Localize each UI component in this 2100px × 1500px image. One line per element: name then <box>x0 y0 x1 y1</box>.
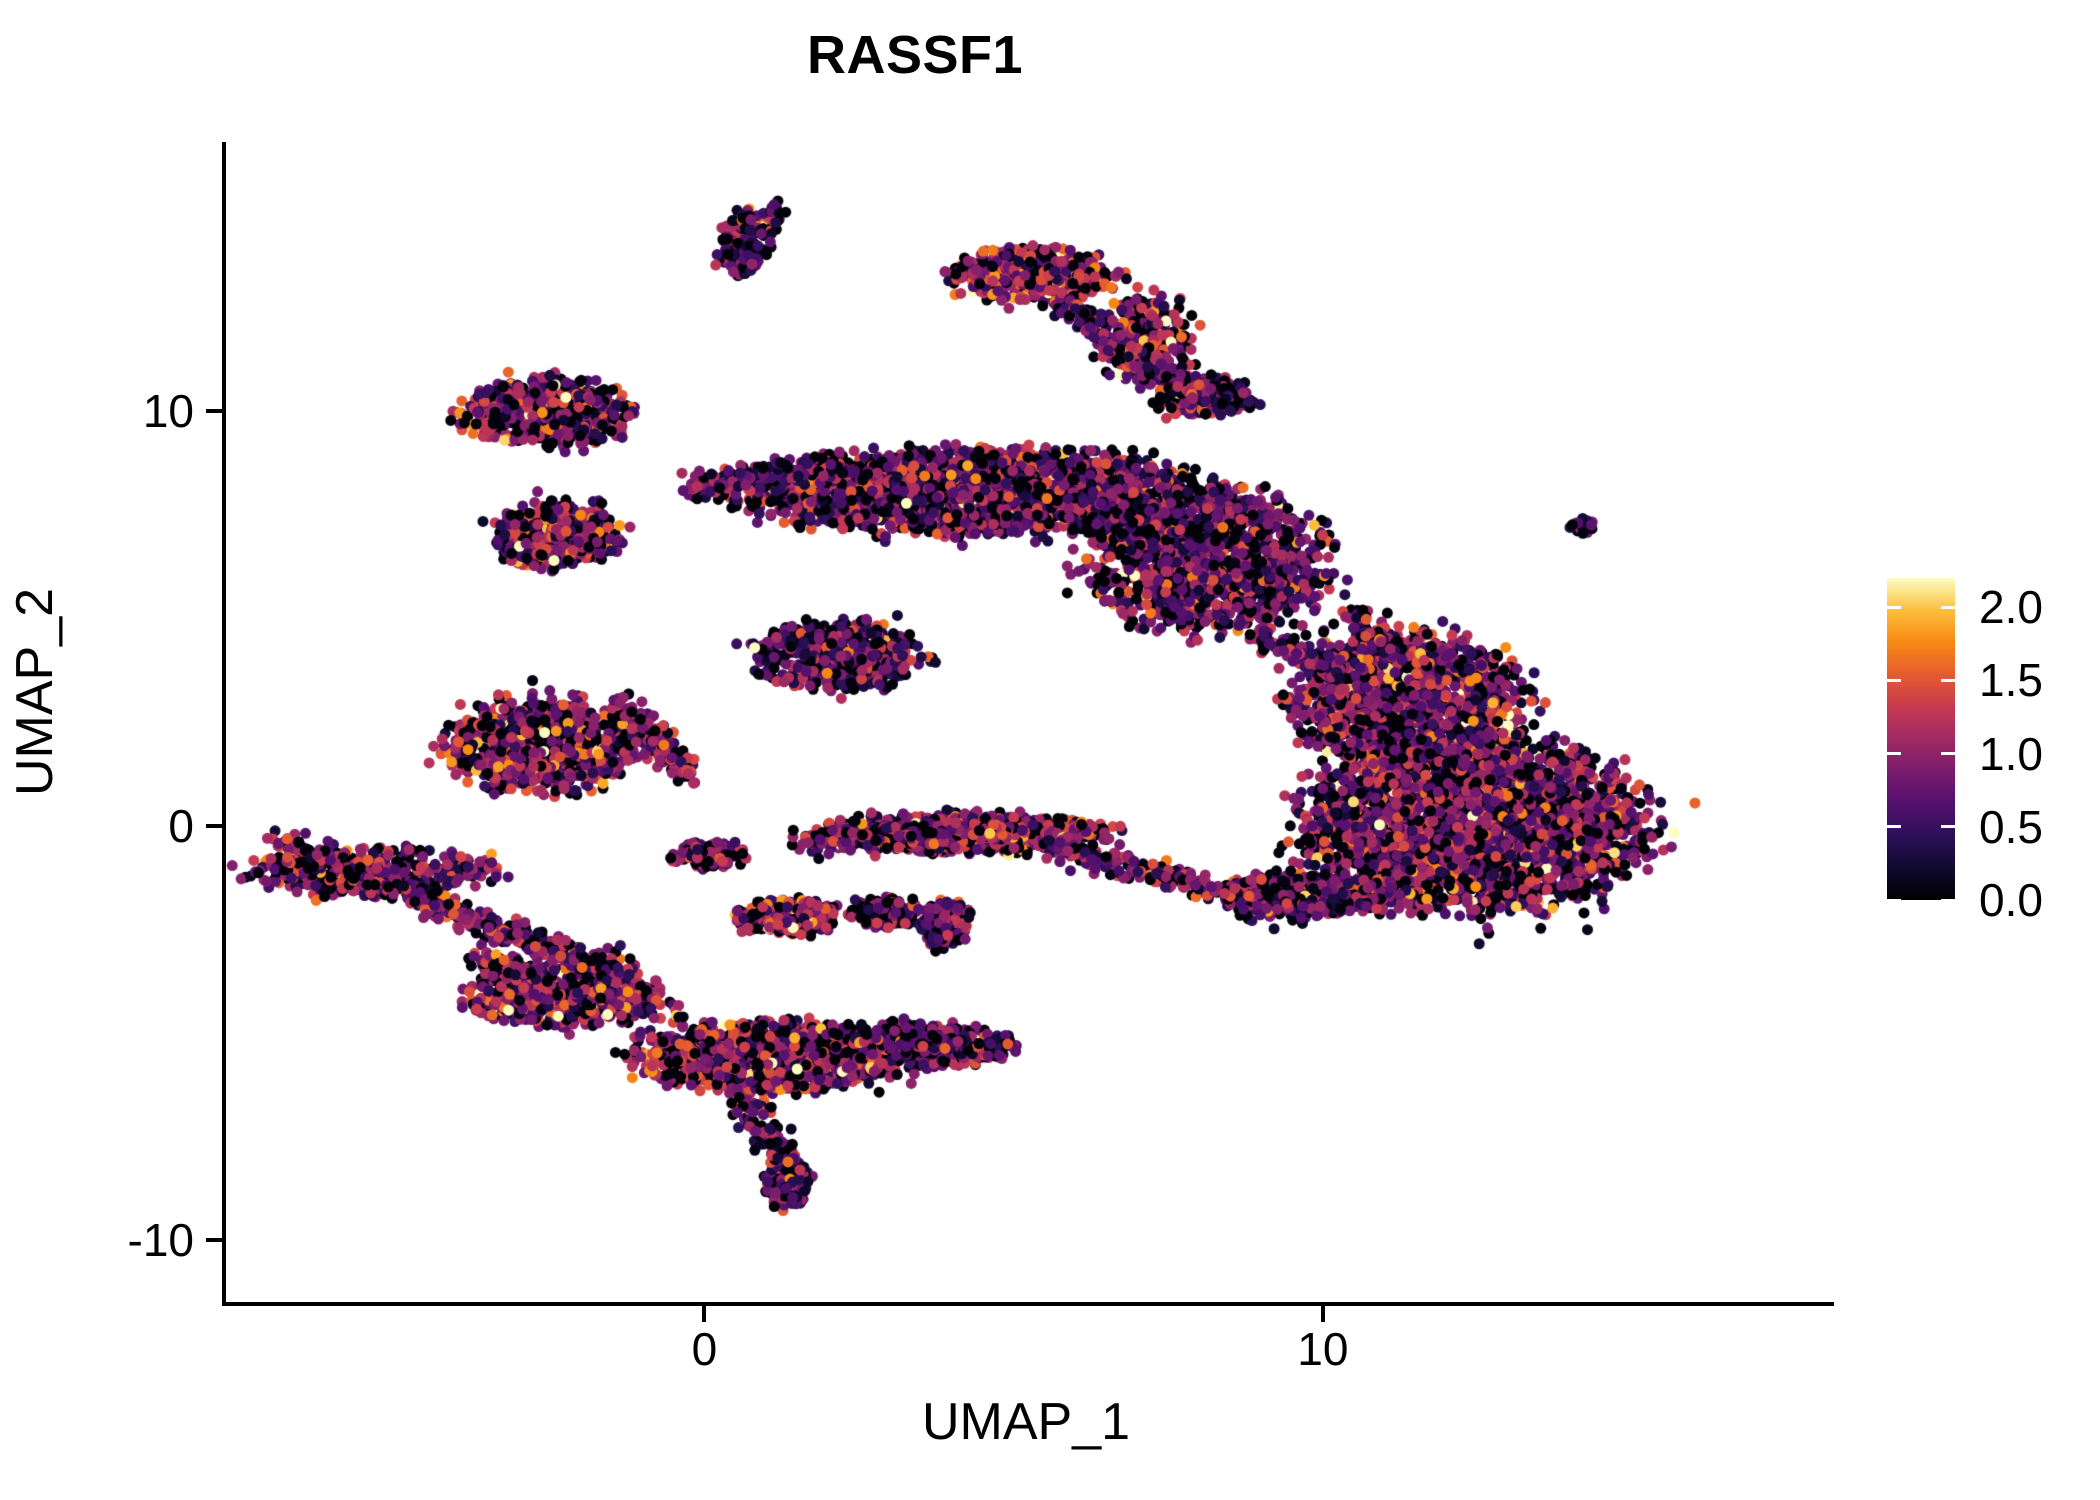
colorbar-tick-left-1-5 <box>1887 678 1901 682</box>
colorbar-legend: 2.0 1.5 1.0 0.5 0.0 <box>1887 578 2087 926</box>
x-axis-title: UMAP_1 <box>921 1393 1131 1451</box>
y-tick-mark-neg10 <box>206 1237 222 1242</box>
colorbar-tick-right-0-5 <box>1941 825 1955 829</box>
colorbar-label-0-0: 0.0 <box>1979 874 2043 926</box>
x-tick-label-10: 10 <box>1297 1323 1349 1375</box>
colorbar-label-1-0: 1.0 <box>1979 727 2043 780</box>
colorbar-tick-right-1-0 <box>1941 752 1955 756</box>
colorbar-label-1-5: 1.5 <box>1979 654 2043 707</box>
colorbar-tick-right-2-0 <box>1941 605 1955 609</box>
x-tick-mark-0 <box>702 1306 707 1322</box>
scatter-points-layer <box>222 142 1830 1302</box>
y-tick-label-neg10: -10 <box>127 1213 194 1266</box>
x-axis-line <box>222 1302 1834 1306</box>
y-axis-line <box>222 142 226 1306</box>
colorbar-tick-left-0-0 <box>1887 898 1901 902</box>
page-title: RASSF1 <box>806 25 1024 85</box>
colorbar-tick-right-0-0 <box>1941 898 1955 902</box>
y-tick-label-0: 0 <box>168 799 194 852</box>
colorbar-label-2-0: 2.0 <box>1979 581 2043 634</box>
y-tick-label-10: 10 <box>142 385 194 438</box>
y-tick-mark-0 <box>206 823 222 828</box>
colorbar-tick-left-2-0 <box>1887 605 1901 609</box>
colorbar-tick-left-0-5 <box>1887 825 1901 829</box>
colorbar-gradient <box>1887 578 1955 900</box>
plot-panel <box>222 142 1830 1302</box>
colorbar-label-0-5: 0.5 <box>1979 800 2043 853</box>
x-tick-mark-10 <box>1320 1306 1325 1322</box>
colorbar-tick-right-1-5 <box>1941 678 1955 682</box>
y-tick-mark-10 <box>206 409 222 414</box>
colorbar-tick-left-1-0 <box>1887 752 1901 756</box>
y-axis-title: UMAP_2 <box>6 587 64 797</box>
x-tick-label-0: 0 <box>691 1323 718 1375</box>
